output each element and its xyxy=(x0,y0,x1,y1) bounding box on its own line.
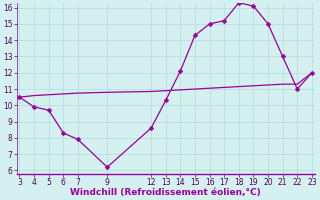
X-axis label: Windchill (Refroidissement éolien,°C): Windchill (Refroidissement éolien,°C) xyxy=(70,188,261,197)
